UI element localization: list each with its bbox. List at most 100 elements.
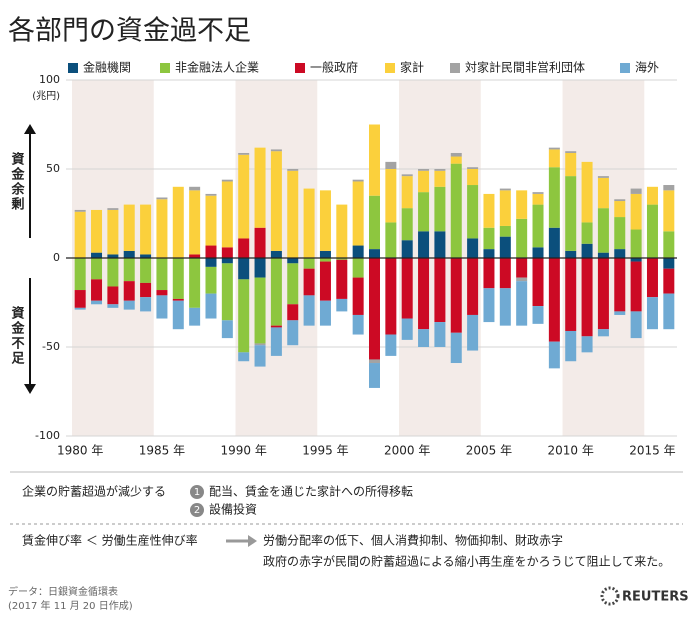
bar-segment (238, 279, 250, 353)
bar-segment (156, 295, 168, 319)
bar-segment (483, 288, 495, 323)
note-badge (190, 485, 204, 499)
bar-segment (172, 300, 184, 330)
bar-segment (287, 304, 299, 321)
bar-segment (663, 268, 675, 294)
x-tick-label: 2000 年 (384, 444, 430, 458)
bar-segment (467, 314, 479, 351)
bar-segment (369, 359, 380, 364)
bar-segment (646, 297, 658, 330)
bar-segment (254, 343, 266, 346)
bar-segment (270, 325, 282, 328)
bar-segment (205, 293, 217, 319)
bar-segment (123, 250, 135, 258)
bar-segment (467, 167, 479, 169)
bar-segment (630, 258, 642, 262)
bar-segment (238, 238, 250, 258)
bar-segment (91, 300, 103, 305)
bar-segment (369, 124, 380, 196)
bar-segment (434, 258, 446, 323)
bar-segment (516, 258, 528, 278)
y-tick-label: -100 (35, 429, 60, 442)
bar-segment (418, 192, 430, 232)
bar-segment (597, 329, 609, 337)
bar-segment (156, 290, 168, 296)
note-effect: 労働分配率の低下、個人消費抑制、物価抑制、財政赤字 (263, 533, 563, 548)
bar-segment (614, 258, 626, 312)
bar-segment (532, 306, 544, 324)
bar-segment (614, 249, 626, 258)
bar-segment (614, 199, 626, 202)
bar-segment (499, 225, 511, 237)
note-cause: 企業の貯蓄超過が減少する (22, 484, 166, 499)
note-badge (190, 503, 204, 517)
bar-segment (516, 281, 528, 326)
logo: REUTERS (622, 590, 689, 605)
bar-segment (499, 188, 511, 191)
deficit-label: 資金不足 (9, 305, 26, 366)
bar-segment (581, 161, 593, 223)
bar-segment (401, 176, 413, 209)
bar-segment (548, 167, 560, 228)
bar-segment (221, 181, 233, 248)
x-tick-label: 2015 年 (629, 444, 675, 458)
bar-segment (565, 330, 577, 362)
bar-segment (205, 245, 217, 258)
bar-segment (499, 236, 511, 258)
bar-segment (581, 222, 593, 244)
x-tick-label: 1990 年 (221, 444, 267, 458)
bar-segment (189, 190, 201, 255)
bar-segment (630, 193, 642, 230)
bar-segment (597, 208, 609, 253)
bar-segment (418, 169, 430, 171)
bar-segment (532, 192, 544, 194)
bar-segment (270, 149, 282, 152)
bar-segment (140, 254, 152, 258)
bar-segment (663, 185, 675, 191)
bar-segment (123, 281, 135, 301)
bar-segment (221, 179, 233, 182)
legend-swatch (450, 63, 460, 73)
bar-segment (663, 293, 675, 330)
bar-segment (205, 258, 217, 267)
bar-segment (303, 258, 315, 269)
surplus-label: 資金余剰 (9, 151, 26, 212)
note-condition: 賃金伸び率 ＜ 労働生産性伸び率 (22, 533, 198, 548)
bar-segment (516, 190, 528, 219)
bar-segment (352, 258, 364, 278)
bar-segment (287, 258, 299, 264)
bar-segment (499, 190, 511, 226)
legend-swatch (68, 63, 78, 73)
bar-segment (467, 169, 479, 186)
source: データ：日銀資金循環表 (8, 585, 118, 598)
created: (2017 年 11 月 20 日作成) (8, 599, 133, 612)
bar-segment (303, 295, 315, 326)
bar-segment (483, 258, 495, 289)
bar-segment (597, 258, 609, 330)
bar-segment (287, 320, 299, 346)
legend-label: 家計 (400, 60, 424, 75)
bar-segment (630, 261, 642, 312)
bar-segment (205, 266, 217, 294)
bar-segment (532, 247, 544, 258)
bar-segment (270, 327, 282, 356)
bar-segment (483, 193, 495, 228)
note-conclusion: 政府の赤字が民間の貯蓄超過による縮小再生産をかろうじて阻止して来た。 (263, 554, 670, 569)
bar-segment (548, 227, 560, 258)
bar-segment (336, 298, 348, 312)
bar-segment (467, 258, 479, 315)
bar-segment (74, 209, 86, 212)
bar-segment (91, 258, 103, 280)
bar-segment (450, 332, 462, 364)
bar-segment (352, 179, 364, 182)
bar-segment (434, 231, 446, 258)
bar-segment (614, 311, 626, 315)
legend-label: 一般政府 (310, 60, 358, 75)
legend-label: 非金融法人企業 (175, 60, 259, 75)
bar-segment (221, 247, 233, 258)
bar-segment (254, 345, 266, 367)
bar-segment (107, 254, 119, 258)
note-num: 2 (194, 505, 200, 516)
bar-segment (369, 249, 380, 258)
